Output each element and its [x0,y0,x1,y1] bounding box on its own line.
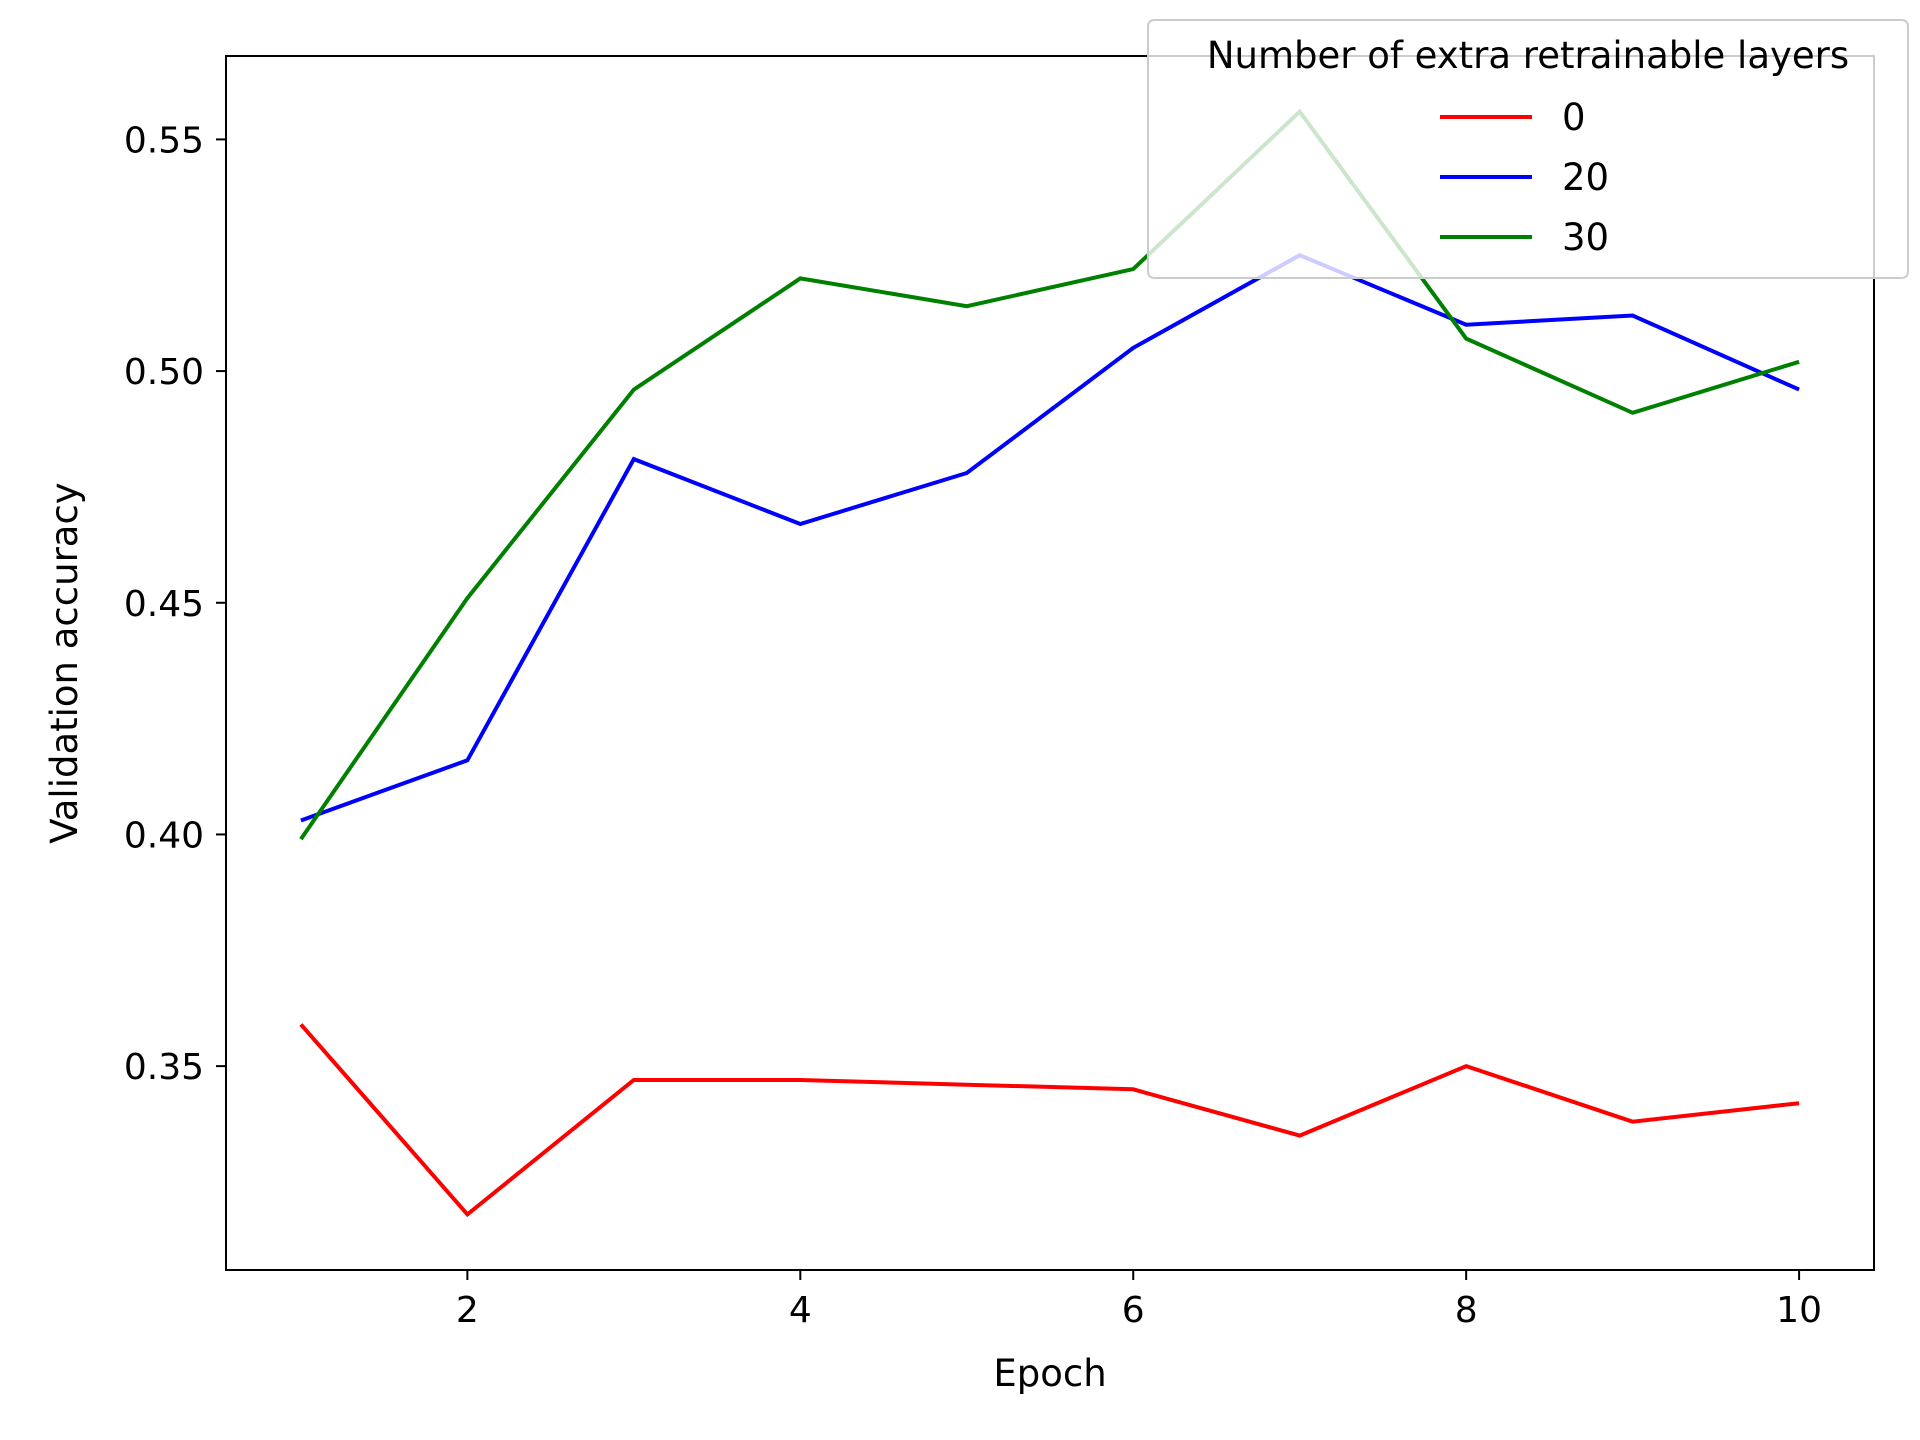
y-tick-label: 0.45 [124,584,204,625]
legend-title: Number of extra retrainable layers [1207,34,1849,77]
series-layer [299,108,1800,1218]
y-tick-label: 0.40 [124,815,204,856]
plot-area-frame [225,55,1875,1271]
y-axis-label: Validation accuracy [43,482,86,843]
y-tick-label: 0.35 [124,1047,204,1088]
y-tick-label: 0.55 [124,120,204,161]
y-axis-ticks: 0.35 0.40 0.45 0.50 0.55 [124,120,226,1088]
x-tick-label: 6 [1122,1290,1145,1331]
legend-label-0: 0 [1562,96,1586,139]
x-tick-label: 2 [456,1290,479,1331]
x-tick-label: 4 [789,1290,812,1331]
y-tick-label: 0.50 [124,352,204,393]
series-line-30 [299,108,1800,841]
x-axis-label: Epoch [993,1352,1106,1395]
legend-label-30: 30 [1562,216,1609,259]
series-line-20 [300,252,1800,823]
legend: Number of extra retrainable layers 0 20 30 [1147,19,1909,279]
legend-entries: 0 20 30 [1440,96,1609,259]
x-tick-label: 8 [1455,1290,1478,1331]
legend-label-20: 20 [1562,156,1609,199]
x-tick-label: 10 [1776,1290,1822,1331]
x-axis-ticks: 2 4 6 8 10 [456,1270,1822,1331]
series-line-0 [299,1023,1800,1218]
legend-box [1147,19,1909,279]
